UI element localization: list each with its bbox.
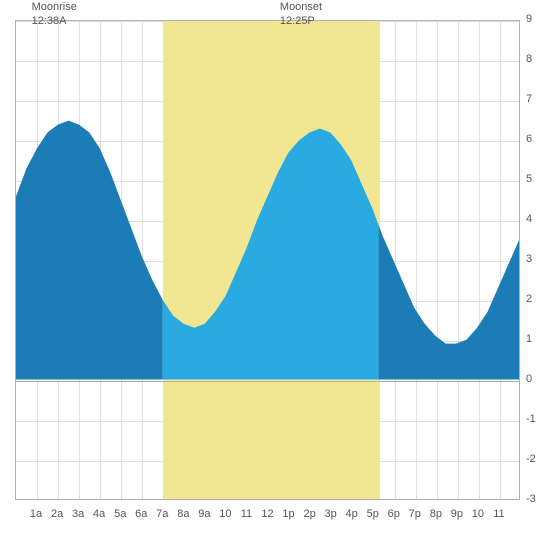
moon-annotation: Moonset12:25P (280, 0, 322, 29)
y-tick-label: 2 (526, 293, 532, 305)
y-tick-label: 6 (526, 133, 532, 145)
x-tick-label: 4a (93, 508, 105, 520)
y-tick-label: 8 (526, 53, 532, 65)
x-tick-label: 6a (135, 508, 147, 520)
tide-chart: -3-2-101234567891a2a3a4a5a6a7a8a9a101112… (0, 0, 550, 550)
annotation-time: 12:38A (32, 14, 77, 28)
x-tick-label: 1a (30, 508, 42, 520)
y-tick-label: -2 (526, 453, 536, 465)
x-tick-label: 10 (472, 508, 484, 520)
x-tick-label: 2a (51, 508, 63, 520)
y-tick-label: 9 (526, 13, 532, 25)
x-tick-label: 9a (198, 508, 210, 520)
x-tick-label: 2p (303, 508, 315, 520)
annotation-label: Moonrise (32, 0, 77, 14)
y-tick-label: 1 (526, 333, 532, 345)
y-tick-label: -3 (526, 493, 536, 505)
x-tick-label: 3p (325, 508, 337, 520)
x-tick-label: 6p (388, 508, 400, 520)
x-tick-label: 3a (72, 508, 84, 520)
x-tick-label: 9p (451, 508, 463, 520)
x-tick-label: 5p (367, 508, 379, 520)
zero-line (16, 381, 519, 382)
moon-annotation: Moonrise12:38A (32, 0, 77, 29)
plot-area (15, 20, 520, 500)
y-tick-label: 0 (526, 373, 532, 385)
x-tick-label: 4p (346, 508, 358, 520)
x-tick-label: 11 (493, 508, 504, 520)
x-tick-label: 8p (430, 508, 442, 520)
y-tick-label: 4 (526, 213, 532, 225)
y-tick-label: 7 (526, 93, 532, 105)
y-tick-label: 5 (526, 173, 532, 185)
tide-area-day (163, 129, 379, 380)
x-tick-label: 11 (241, 508, 252, 520)
x-tick-label: 8a (177, 508, 189, 520)
tide-area-night-pm (379, 225, 519, 380)
x-tick-label: 12 (261, 508, 273, 520)
tide-area-layer (16, 21, 519, 499)
x-tick-label: 5a (114, 508, 126, 520)
tide-area-night-am (16, 121, 163, 380)
x-tick-label: 7p (409, 508, 421, 520)
annotation-time: 12:25P (280, 14, 322, 28)
y-tick-label: 3 (526, 253, 532, 265)
y-tick-label: -1 (526, 413, 536, 425)
x-tick-label: 7a (156, 508, 168, 520)
annotation-label: Moonset (280, 0, 322, 14)
x-tick-label: 10 (219, 508, 231, 520)
x-tick-label: 1p (282, 508, 294, 520)
